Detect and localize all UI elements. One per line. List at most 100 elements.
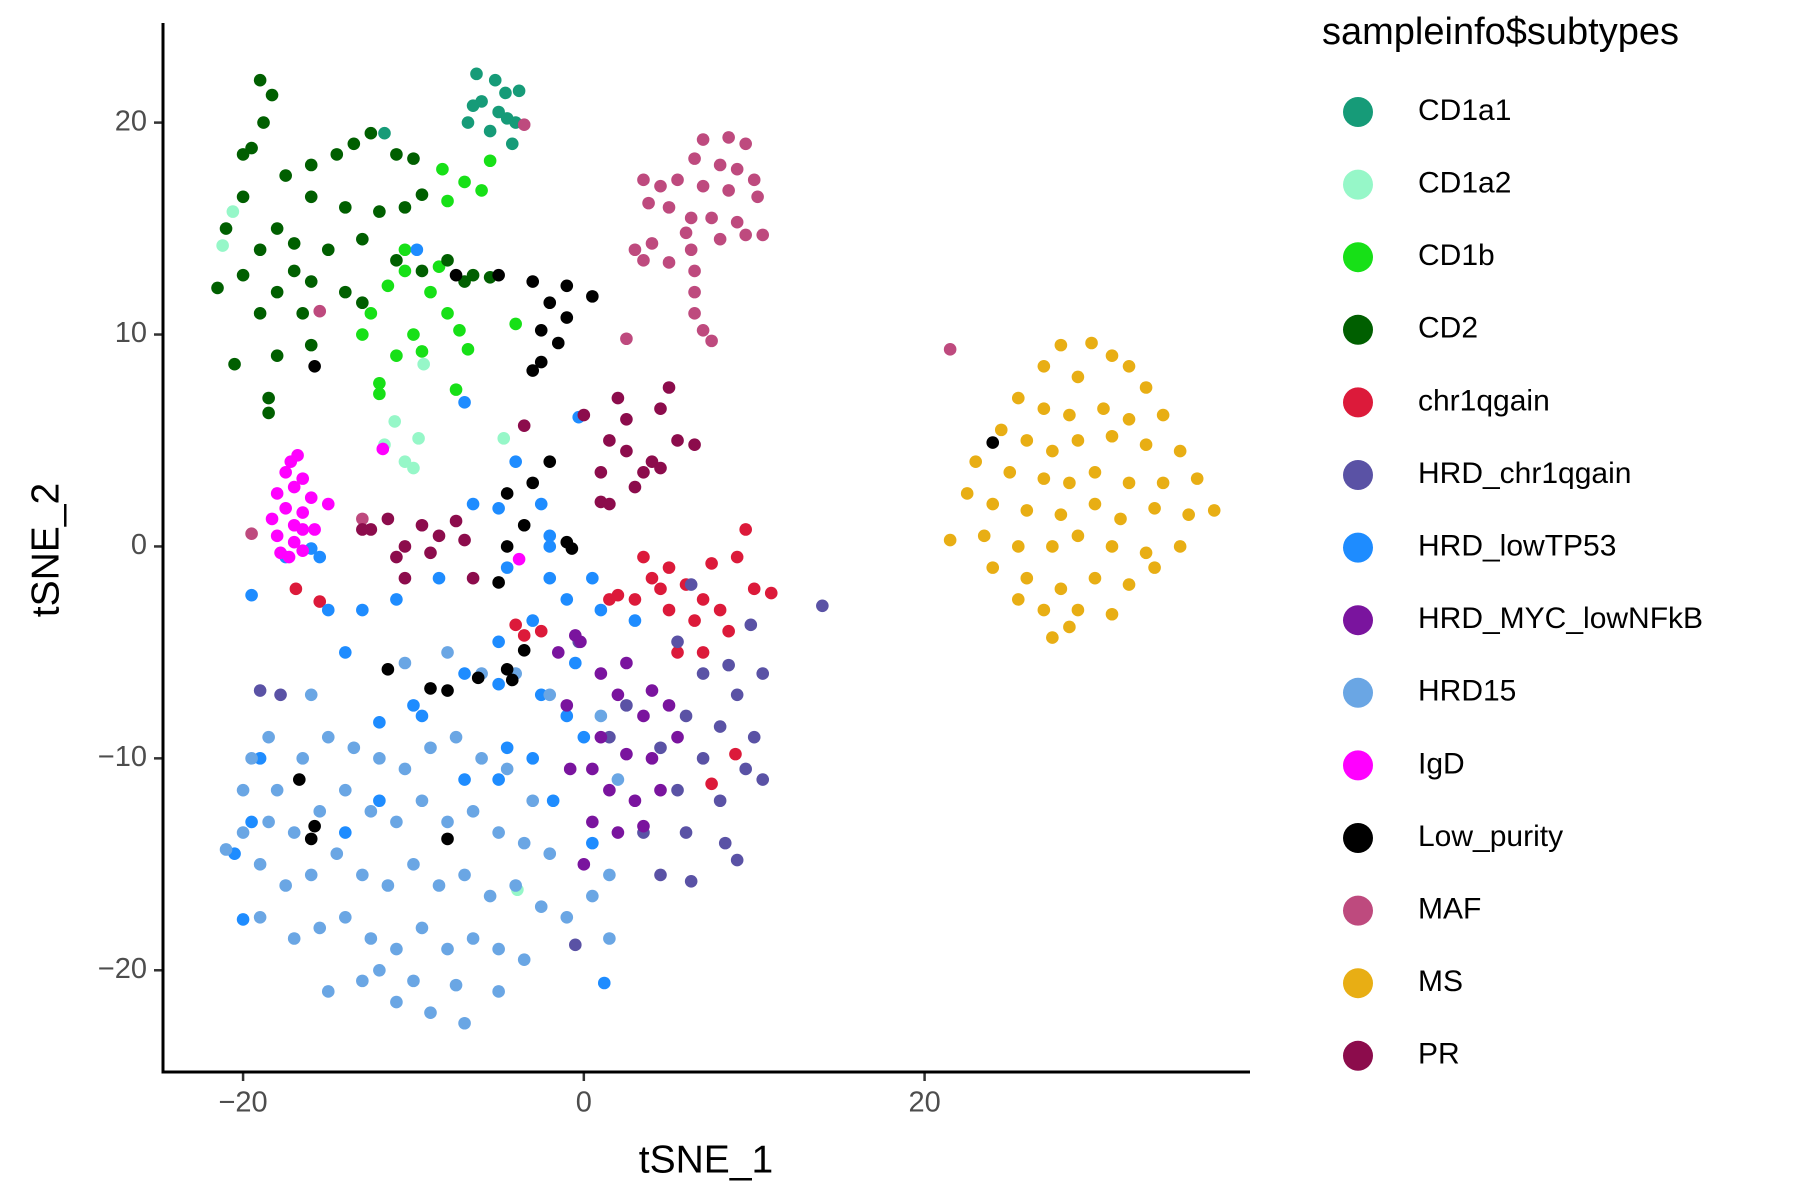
point <box>645 684 659 697</box>
legend-swatch <box>1343 750 1373 781</box>
legend-label: chr1qgain <box>1418 384 1550 417</box>
point <box>378 126 391 140</box>
point <box>543 455 557 468</box>
point <box>756 667 770 680</box>
point <box>216 239 229 252</box>
point <box>1190 472 1204 485</box>
point <box>432 879 446 892</box>
point <box>1037 472 1051 485</box>
point <box>1063 620 1076 634</box>
point <box>282 550 296 564</box>
point <box>270 285 284 299</box>
point <box>645 571 659 585</box>
legend-label: CD2 <box>1418 312 1478 345</box>
point <box>458 175 471 189</box>
point <box>526 476 540 490</box>
point <box>603 434 616 447</box>
point <box>594 603 608 617</box>
point <box>500 663 514 676</box>
point <box>390 593 403 606</box>
point <box>257 116 270 129</box>
point <box>684 243 698 257</box>
point <box>373 794 386 808</box>
point <box>816 599 829 613</box>
point <box>577 730 591 744</box>
point <box>551 336 565 350</box>
point <box>407 699 420 712</box>
point <box>696 133 710 146</box>
point <box>1173 444 1187 458</box>
point <box>262 406 275 420</box>
point <box>356 296 369 310</box>
point <box>492 985 505 998</box>
point <box>1139 546 1153 560</box>
point <box>662 201 676 214</box>
point <box>321 603 335 617</box>
point <box>279 501 292 515</box>
point <box>356 512 369 526</box>
point <box>424 1006 437 1019</box>
point <box>637 465 650 479</box>
point <box>560 910 574 924</box>
point <box>339 285 352 299</box>
point <box>407 461 420 475</box>
point <box>563 762 577 776</box>
point <box>296 523 310 536</box>
point <box>654 741 667 755</box>
point <box>270 222 284 235</box>
point <box>722 658 735 672</box>
point <box>466 805 480 818</box>
point <box>739 762 752 776</box>
point <box>696 646 710 659</box>
point <box>1071 434 1085 447</box>
point <box>543 296 557 310</box>
point <box>505 673 519 687</box>
point <box>492 942 505 956</box>
point <box>1011 540 1025 553</box>
point <box>373 716 386 729</box>
point <box>270 783 284 797</box>
point <box>308 360 321 373</box>
point <box>671 646 684 659</box>
point <box>441 815 454 829</box>
point <box>364 126 378 140</box>
point <box>747 173 761 187</box>
point <box>512 552 526 566</box>
point <box>713 232 727 246</box>
point <box>483 124 497 138</box>
point <box>722 624 735 638</box>
point <box>986 561 1000 574</box>
point <box>313 550 327 564</box>
point <box>705 557 718 570</box>
point <box>696 593 710 606</box>
point <box>390 349 403 363</box>
point <box>1020 504 1034 517</box>
point <box>356 232 369 246</box>
point <box>287 480 301 494</box>
point <box>1054 338 1068 352</box>
point <box>270 529 284 543</box>
legend-label: Low_purity <box>1418 820 1563 853</box>
point <box>265 512 279 526</box>
point <box>730 162 744 176</box>
point <box>1046 444 1059 458</box>
point <box>304 688 318 702</box>
point <box>586 836 599 850</box>
x-tick-label: −20 <box>218 1087 267 1119</box>
legend-label: HRD_MYC_lowNFkB <box>1418 602 1703 635</box>
point <box>356 603 369 617</box>
point <box>304 491 318 504</box>
point <box>321 243 335 257</box>
point <box>488 73 502 87</box>
point <box>637 173 650 187</box>
y-tick-label: 20 <box>115 105 147 137</box>
point <box>543 688 557 702</box>
point <box>236 190 250 204</box>
legend-title: sampleinfo$subtypes <box>1322 11 1679 53</box>
point <box>441 646 454 659</box>
point <box>321 730 335 744</box>
point <box>688 307 701 320</box>
point <box>620 656 633 670</box>
point <box>597 976 611 990</box>
point <box>270 487 284 500</box>
